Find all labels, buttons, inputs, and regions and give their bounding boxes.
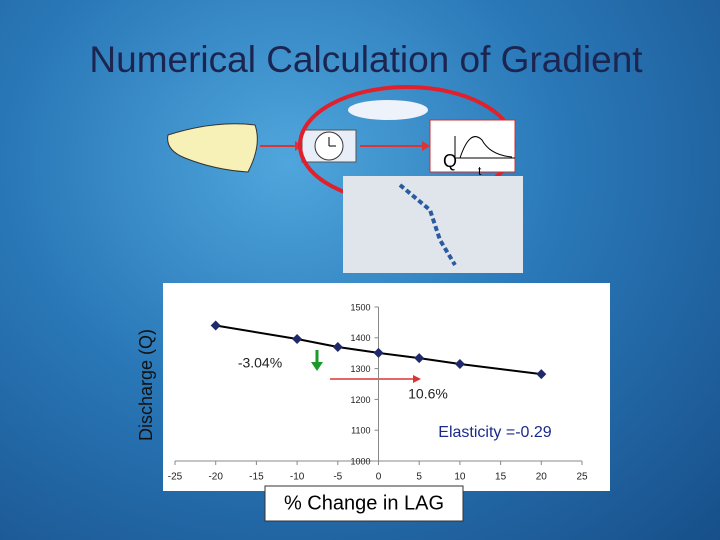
arrowhead — [422, 141, 430, 151]
x-tick-label: 5 — [416, 472, 422, 483]
hydrograph-box — [429, 119, 516, 173]
annotation: 10.6% — [408, 386, 448, 402]
y-tick-label: 1500 — [350, 302, 370, 312]
hydrograph-y-label: Q — [443, 151, 457, 171]
data-point — [292, 334, 303, 345]
model-diagram-flow — [398, 183, 457, 267]
slide-title: Numerical Calculation of Gradient — [89, 39, 643, 80]
data-point — [373, 347, 384, 358]
y-tick-label: 1200 — [350, 395, 370, 405]
hydrograph-x-label: t — [478, 164, 482, 178]
x-tick-label: -15 — [249, 472, 264, 483]
x-tick-label: 20 — [536, 472, 548, 483]
annotation: -3.04% — [238, 355, 282, 371]
y-tick-label: 1400 — [350, 333, 370, 343]
x-tick-label: -5 — [333, 472, 342, 483]
green-arrowhead — [311, 362, 323, 371]
x-tick-label: -25 — [168, 472, 183, 483]
annotation: Elasticity =-0.29 — [438, 424, 551, 441]
data-point — [414, 353, 425, 364]
data-point — [210, 320, 221, 331]
x-tick-label: 25 — [576, 472, 588, 483]
x-tick-label: 0 — [376, 472, 382, 483]
data-point — [536, 369, 547, 380]
cloud — [348, 100, 428, 120]
plot-area — [163, 283, 610, 491]
y-axis-label: Discharge (Q) — [136, 329, 156, 441]
x-label-box — [264, 485, 464, 522]
data-point — [454, 358, 465, 369]
model-diagram — [343, 176, 523, 273]
x-tick-label: 15 — [495, 472, 507, 483]
y-tick-label: 1100 — [351, 426, 370, 436]
x-tick-label: -10 — [290, 472, 305, 483]
red-arrowhead — [413, 375, 421, 383]
y-tick-label: 1000 — [350, 456, 370, 466]
watershed-icon — [167, 123, 258, 173]
x-axis-label: % Change in LAG — [284, 492, 444, 514]
y-tick-label: 1300 — [350, 364, 370, 374]
data-point — [332, 342, 343, 353]
x-tick-label: -20 — [208, 472, 223, 483]
x-tick-label: 10 — [454, 472, 466, 483]
hydrograph — [454, 136, 515, 159]
